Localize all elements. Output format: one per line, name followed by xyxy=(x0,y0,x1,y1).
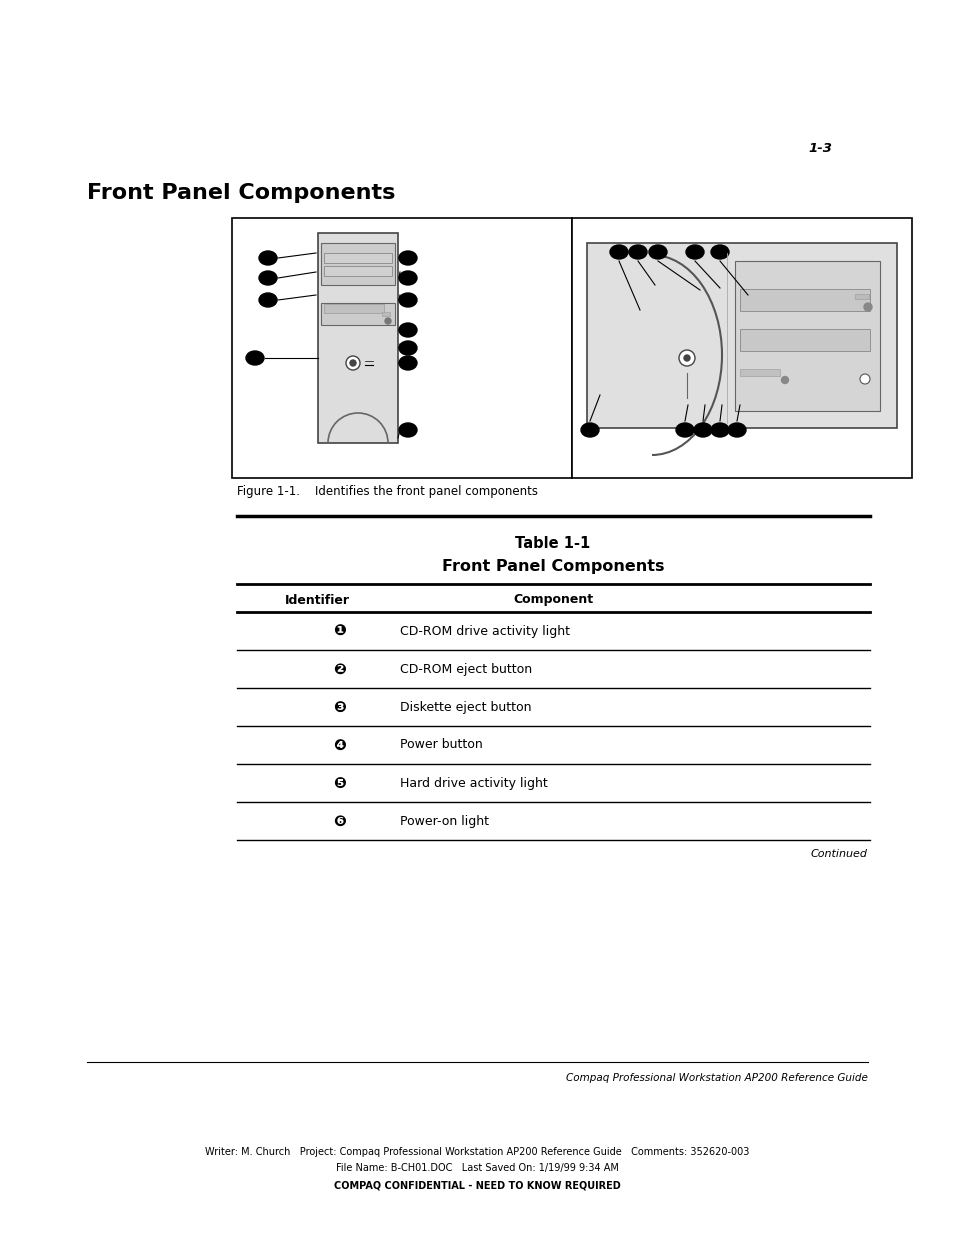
Ellipse shape xyxy=(398,270,416,285)
Text: Component: Component xyxy=(513,594,593,606)
Bar xyxy=(317,233,397,443)
Text: ❻: ❻ xyxy=(334,814,346,829)
Text: Power-on light: Power-on light xyxy=(399,815,489,827)
Text: Table 1-1: Table 1-1 xyxy=(515,536,590,551)
Bar xyxy=(734,261,879,411)
Bar xyxy=(586,243,896,429)
Bar xyxy=(320,243,395,285)
Ellipse shape xyxy=(710,424,728,437)
Text: Writer: M. Church   Project: Compaq Professional Workstation AP200 Reference Gui: Writer: M. Church Project: Compaq Profes… xyxy=(205,1147,748,1157)
Bar xyxy=(324,253,392,263)
Text: ❺: ❺ xyxy=(334,776,346,790)
Text: Power button: Power button xyxy=(399,739,482,752)
Bar xyxy=(572,219,911,478)
Ellipse shape xyxy=(398,251,416,266)
Bar xyxy=(740,329,869,351)
Ellipse shape xyxy=(609,245,627,259)
Ellipse shape xyxy=(580,424,598,437)
Text: 1-3: 1-3 xyxy=(807,142,831,154)
Circle shape xyxy=(346,356,359,370)
Text: ❹: ❹ xyxy=(334,737,346,752)
Circle shape xyxy=(679,350,695,366)
Ellipse shape xyxy=(258,293,276,308)
Bar xyxy=(854,294,868,299)
Text: Compaq Professional Workstation AP200 Reference Guide: Compaq Professional Workstation AP200 Re… xyxy=(565,1073,867,1083)
Ellipse shape xyxy=(398,324,416,337)
Circle shape xyxy=(863,303,871,311)
Ellipse shape xyxy=(246,351,264,366)
Circle shape xyxy=(781,377,788,384)
Ellipse shape xyxy=(398,293,416,308)
Text: Figure 1-1.    Identifies the front panel components: Figure 1-1. Identifies the front panel c… xyxy=(236,485,537,499)
Ellipse shape xyxy=(685,245,703,259)
Bar xyxy=(381,312,390,316)
Bar xyxy=(740,289,869,311)
Bar xyxy=(320,303,395,325)
Text: File Name: B-CH01.DOC   Last Saved On: 1/19/99 9:34 AM: File Name: B-CH01.DOC Last Saved On: 1/1… xyxy=(335,1163,618,1173)
Bar xyxy=(232,219,572,478)
Text: Identifier: Identifier xyxy=(285,594,350,606)
Ellipse shape xyxy=(398,341,416,354)
Circle shape xyxy=(350,359,355,366)
Text: ❷: ❷ xyxy=(334,662,346,677)
Ellipse shape xyxy=(398,356,416,370)
Text: COMPAQ CONFIDENTIAL - NEED TO KNOW REQUIRED: COMPAQ CONFIDENTIAL - NEED TO KNOW REQUI… xyxy=(334,1179,619,1191)
Text: CD-ROM eject button: CD-ROM eject button xyxy=(399,662,532,676)
Ellipse shape xyxy=(676,424,693,437)
Ellipse shape xyxy=(258,251,276,266)
Bar xyxy=(324,266,392,275)
Text: Continued: Continued xyxy=(810,848,867,860)
Ellipse shape xyxy=(628,245,646,259)
Text: Diskette eject button: Diskette eject button xyxy=(399,700,531,714)
Circle shape xyxy=(385,317,391,324)
Text: Front Panel Components: Front Panel Components xyxy=(87,183,395,203)
Text: Hard drive activity light: Hard drive activity light xyxy=(399,777,547,789)
Ellipse shape xyxy=(648,245,666,259)
Ellipse shape xyxy=(727,424,745,437)
Text: ❸: ❸ xyxy=(334,699,346,715)
Ellipse shape xyxy=(693,424,711,437)
Bar xyxy=(740,369,780,375)
Circle shape xyxy=(683,354,689,361)
Ellipse shape xyxy=(398,424,416,437)
Ellipse shape xyxy=(258,270,276,285)
Text: CD-ROM drive activity light: CD-ROM drive activity light xyxy=(399,625,569,637)
Circle shape xyxy=(859,374,869,384)
Ellipse shape xyxy=(710,245,728,259)
Text: ❶: ❶ xyxy=(334,624,346,638)
Text: Front Panel Components: Front Panel Components xyxy=(441,558,663,573)
Bar xyxy=(324,304,384,312)
